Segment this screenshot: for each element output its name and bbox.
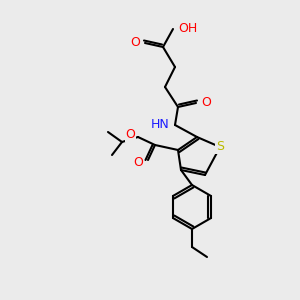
Text: HN: HN (150, 118, 169, 131)
Text: O: O (130, 37, 140, 50)
Text: OH: OH (178, 22, 197, 35)
Text: O: O (201, 97, 211, 110)
Text: O: O (133, 155, 143, 169)
Text: O: O (125, 128, 135, 142)
Text: S: S (216, 140, 224, 154)
